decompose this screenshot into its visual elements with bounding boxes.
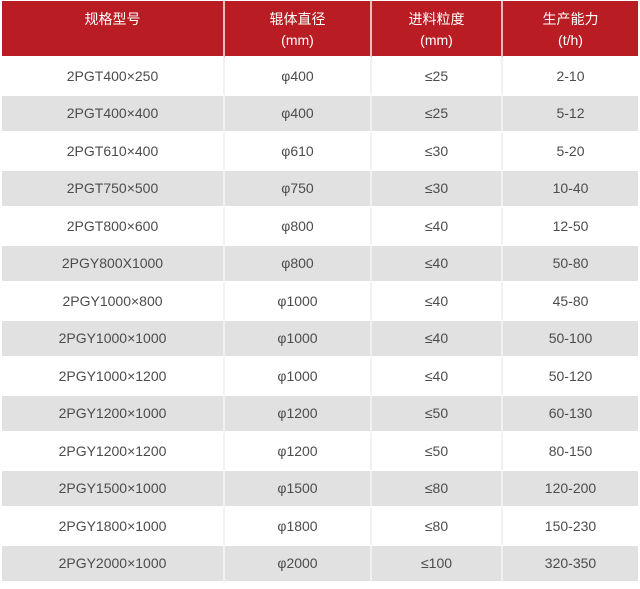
cell-capacity: 10-40 <box>503 170 638 208</box>
cell-model: 2PGY1200×1200 <box>2 433 225 471</box>
cell-capacity: 150-230 <box>503 508 638 546</box>
cell-capacity: 120-200 <box>503 470 638 508</box>
cell-roller-diameter: φ1000 <box>225 358 372 396</box>
cell-capacity: 5-12 <box>503 95 638 133</box>
cell-model: 2PGY2000×1000 <box>2 545 225 583</box>
cell-roller-diameter: φ610 <box>225 133 372 171</box>
table-row: 2PGY1500×1000 φ1500 ≤80 120-200 <box>2 470 638 508</box>
col-header-model-label: 规格型号 <box>84 10 141 27</box>
col-header-roller-diameter-unit: (mm) <box>281 31 314 48</box>
cell-capacity: 45-80 <box>503 283 638 321</box>
cell-model: 2PGT400×250 <box>2 58 225 96</box>
table-row: 2PGY1000×1200 φ1000 ≤40 50-120 <box>2 358 638 396</box>
table-row: 2PGY1000×1000 φ1000 ≤40 50-100 <box>2 320 638 358</box>
col-header-feed-size: 进料粒度 (mm) <box>372 1 503 58</box>
table-row: 2PGY1200×1000 φ1200 ≤50 60-130 <box>2 395 638 433</box>
table-row: 2PGT400×250 φ400 ≤25 2-10 <box>2 58 638 96</box>
cell-feed-size: ≤25 <box>372 95 503 133</box>
table-row: 2PGY800X1000 φ800 ≤40 50-80 <box>2 245 638 283</box>
cell-roller-diameter: φ400 <box>225 95 372 133</box>
table-header: 规格型号 辊体直径 (mm) 进料粒度 (mm) 生产能力 (t/h) <box>2 1 638 58</box>
cell-roller-diameter: φ800 <box>225 245 372 283</box>
cell-model: 2PGY1000×800 <box>2 283 225 321</box>
cell-model: 2PGY1800×1000 <box>2 508 225 546</box>
cell-model: 2PGY1000×1200 <box>2 358 225 396</box>
table-row: 2PGY1200×1200 φ1200 ≤50 80-150 <box>2 433 638 471</box>
cell-capacity: 12-50 <box>503 208 638 246</box>
cell-feed-size: ≤50 <box>372 433 503 471</box>
table-row: 2PGY1800×1000 φ1800 ≤80 150-230 <box>2 508 638 546</box>
cell-feed-size: ≤50 <box>372 395 503 433</box>
table-row: 2PGY1000×800 φ1000 ≤40 45-80 <box>2 283 638 321</box>
col-header-capacity-label: 生产能力 <box>542 10 599 27</box>
cell-roller-diameter: φ400 <box>225 58 372 96</box>
table-body: 2PGT400×250 φ400 ≤25 2-10 2PGT400×400 φ400 ≤25… <box>2 58 638 583</box>
cell-capacity: 80-150 <box>503 433 638 471</box>
cell-model: 2PGY1200×1000 <box>2 395 225 433</box>
cell-capacity: 320-350 <box>503 545 638 583</box>
col-header-feed-size-unit: (mm) <box>420 31 453 48</box>
cell-feed-size: ≤40 <box>372 208 503 246</box>
table-row: 2PGT610×400 φ610 ≤30 5-20 <box>2 133 638 171</box>
table-row: 2PGY2000×1000 φ2000 ≤100 320-350 <box>2 545 638 583</box>
col-header-roller-diameter: 辊体直径 (mm) <box>225 1 372 58</box>
cell-feed-size: ≤30 <box>372 133 503 171</box>
cell-capacity: 50-120 <box>503 358 638 396</box>
cell-roller-diameter: φ750 <box>225 170 372 208</box>
table-row: 2PGT400×400 φ400 ≤25 5-12 <box>2 95 638 133</box>
table-row: 2PGT800×600 φ800 ≤40 12-50 <box>2 208 638 246</box>
col-header-model-sub <box>2 30 223 50</box>
cell-feed-size: ≤100 <box>372 545 503 583</box>
cell-feed-size: ≤40 <box>372 245 503 283</box>
cell-capacity: 50-80 <box>503 245 638 283</box>
cell-feed-size: ≤40 <box>372 320 503 358</box>
cell-model: 2PGY1000×1000 <box>2 320 225 358</box>
cell-capacity: 5-20 <box>503 133 638 171</box>
cell-roller-diameter: φ1500 <box>225 470 372 508</box>
cell-roller-diameter: φ1200 <box>225 433 372 471</box>
cell-model: 2PGT400×400 <box>2 95 225 133</box>
cell-roller-diameter: φ2000 <box>225 545 372 583</box>
cell-capacity: 2-10 <box>503 58 638 96</box>
col-header-roller-diameter-label: 辊体直径 <box>269 10 326 27</box>
cell-capacity: 50-100 <box>503 320 638 358</box>
cell-feed-size: ≤30 <box>372 170 503 208</box>
cell-feed-size: ≤40 <box>372 358 503 396</box>
cell-feed-size: ≤40 <box>372 283 503 321</box>
cell-roller-diameter: φ1200 <box>225 395 372 433</box>
cell-feed-size: ≤80 <box>372 470 503 508</box>
cell-capacity: 60-130 <box>503 395 638 433</box>
col-header-model: 规格型号 <box>2 1 225 58</box>
cell-model: 2PGT800×600 <box>2 208 225 246</box>
header-row: 规格型号 辊体直径 (mm) 进料粒度 (mm) 生产能力 (t/h) <box>2 1 638 58</box>
cell-feed-size: ≤80 <box>372 508 503 546</box>
col-header-feed-size-label: 进料粒度 <box>408 10 465 27</box>
cell-roller-diameter: φ800 <box>225 208 372 246</box>
cell-model: 2PGT610×400 <box>2 133 225 171</box>
cell-roller-diameter: φ1000 <box>225 320 372 358</box>
cell-model: 2PGY1500×1000 <box>2 470 225 508</box>
col-header-capacity: 生产能力 (t/h) <box>503 1 638 58</box>
cell-feed-size: ≤25 <box>372 58 503 96</box>
table-row: 2PGT750×500 φ750 ≤30 10-40 <box>2 170 638 208</box>
cell-model: 2PGT750×500 <box>2 170 225 208</box>
cell-roller-diameter: φ1800 <box>225 508 372 546</box>
col-header-capacity-unit: (t/h) <box>558 31 583 48</box>
cell-model: 2PGY800X1000 <box>2 245 225 283</box>
cell-roller-diameter: φ1000 <box>225 283 372 321</box>
